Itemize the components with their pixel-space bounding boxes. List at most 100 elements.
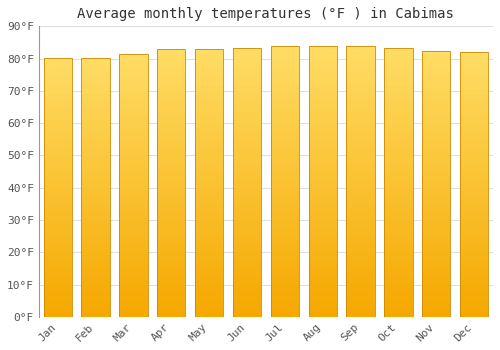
Bar bbox=[119, 259, 148, 264]
Bar bbox=[460, 306, 488, 312]
Bar bbox=[270, 106, 299, 111]
Bar bbox=[460, 184, 488, 190]
Bar bbox=[157, 215, 186, 220]
Bar bbox=[233, 285, 261, 290]
Bar bbox=[195, 177, 224, 183]
Bar bbox=[346, 225, 375, 230]
Bar bbox=[195, 129, 224, 134]
Bar bbox=[270, 257, 299, 263]
Bar bbox=[233, 80, 261, 85]
Bar bbox=[346, 268, 375, 273]
Bar bbox=[422, 147, 450, 152]
Bar bbox=[346, 273, 375, 279]
Bar bbox=[270, 182, 299, 187]
Bar bbox=[119, 138, 148, 143]
Bar bbox=[119, 159, 148, 164]
Bar bbox=[157, 156, 186, 162]
Bar bbox=[82, 125, 110, 131]
Bar bbox=[384, 285, 412, 290]
Bar bbox=[119, 285, 148, 290]
Bar bbox=[460, 57, 488, 62]
Bar bbox=[460, 280, 488, 285]
Bar bbox=[233, 48, 261, 53]
Bar bbox=[119, 175, 148, 180]
Bar bbox=[270, 133, 299, 138]
Bar bbox=[270, 165, 299, 171]
Bar bbox=[44, 291, 72, 296]
Bar bbox=[422, 157, 450, 162]
Bar bbox=[195, 215, 224, 220]
Bar bbox=[195, 65, 224, 70]
Bar bbox=[157, 130, 186, 135]
Bar bbox=[157, 55, 186, 60]
Bar bbox=[44, 84, 72, 89]
Bar bbox=[82, 115, 110, 120]
Bar bbox=[44, 177, 72, 182]
Bar bbox=[384, 247, 412, 252]
Bar bbox=[195, 156, 224, 161]
Bar bbox=[346, 89, 375, 95]
Bar bbox=[157, 178, 186, 183]
Bar bbox=[384, 59, 412, 64]
Bar bbox=[460, 121, 488, 126]
Bar bbox=[233, 123, 261, 128]
Bar bbox=[119, 233, 148, 238]
Bar bbox=[82, 182, 110, 187]
Bar bbox=[384, 91, 412, 97]
Bar bbox=[346, 111, 375, 117]
Bar bbox=[460, 195, 488, 200]
Bar bbox=[44, 203, 72, 208]
Bar bbox=[308, 111, 337, 116]
Bar bbox=[195, 134, 224, 140]
Bar bbox=[233, 258, 261, 263]
Bar bbox=[119, 170, 148, 175]
Bar bbox=[384, 182, 412, 188]
Bar bbox=[384, 258, 412, 263]
Bar bbox=[233, 198, 261, 204]
Bar bbox=[195, 231, 224, 236]
Bar bbox=[460, 296, 488, 301]
Bar bbox=[82, 99, 110, 105]
Bar bbox=[346, 84, 375, 89]
Bar bbox=[195, 59, 224, 65]
Bar bbox=[270, 176, 299, 182]
Bar bbox=[384, 134, 412, 140]
Bar bbox=[422, 189, 450, 195]
Bar bbox=[195, 295, 224, 301]
Bar bbox=[422, 264, 450, 269]
Bar bbox=[119, 54, 148, 60]
Bar bbox=[308, 197, 337, 203]
Bar bbox=[119, 149, 148, 154]
Bar bbox=[233, 301, 261, 306]
Bar bbox=[82, 307, 110, 312]
Bar bbox=[233, 274, 261, 279]
Bar bbox=[233, 91, 261, 96]
Bar bbox=[82, 229, 110, 234]
Bar bbox=[119, 248, 148, 254]
Bar bbox=[44, 312, 72, 317]
Bar bbox=[308, 132, 337, 138]
Bar bbox=[233, 209, 261, 215]
Bar bbox=[195, 75, 224, 81]
Bar bbox=[233, 112, 261, 118]
Bar bbox=[384, 48, 412, 54]
Bar bbox=[82, 275, 110, 281]
Bar bbox=[44, 115, 72, 120]
Bar bbox=[157, 183, 186, 188]
Bar bbox=[346, 301, 375, 306]
Bar bbox=[460, 110, 488, 116]
Bar bbox=[119, 228, 148, 233]
Bar bbox=[82, 198, 110, 203]
Bar bbox=[460, 153, 488, 158]
Bar bbox=[346, 170, 375, 176]
Bar bbox=[270, 84, 299, 90]
Bar bbox=[346, 46, 375, 317]
Bar bbox=[346, 78, 375, 84]
Bar bbox=[346, 144, 375, 149]
Bar bbox=[44, 301, 72, 307]
Bar bbox=[270, 117, 299, 122]
Bar bbox=[82, 270, 110, 275]
Bar bbox=[233, 312, 261, 317]
Bar bbox=[346, 117, 375, 122]
Bar bbox=[157, 301, 186, 306]
